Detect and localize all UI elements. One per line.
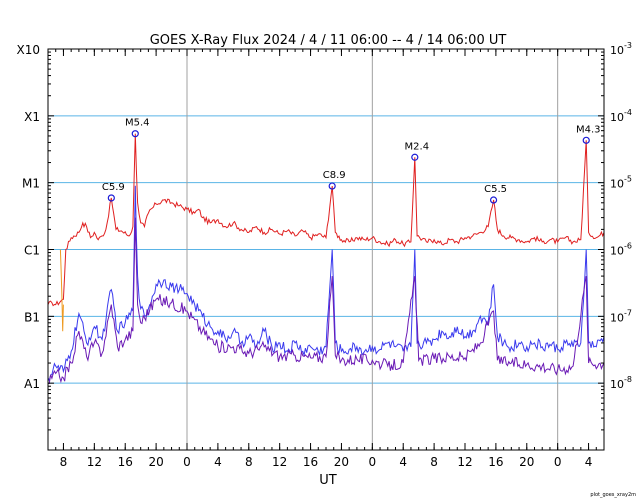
y-tick-label-base: 10	[610, 245, 624, 258]
y-tick-label-exponent: -6	[624, 242, 632, 251]
x-tick-label: 12	[457, 455, 472, 469]
y-tick-label-exponent: -5	[624, 175, 632, 184]
footer-label: plot_goes_xray2m	[590, 492, 636, 498]
y-tick-label-exponent: -4	[624, 108, 632, 117]
y-tick-label-left: C1	[24, 244, 40, 258]
flare-label: M5.4	[125, 118, 150, 129]
flux-series-line-0	[47, 133, 605, 307]
flare-peak-marker	[107, 194, 115, 202]
y-tick-label-right: 10-8	[610, 375, 632, 391]
x-tick-label: 8	[430, 455, 438, 469]
x-tick-label: 12	[272, 455, 287, 469]
flux-series-line-2	[47, 217, 605, 385]
chart-title: GOES X-Ray Flux 2024 / 4 / 11 06:00 -- 4…	[150, 33, 507, 48]
x-tick-label: 16	[303, 455, 318, 469]
flare-peak-marker	[489, 196, 498, 204]
flux-series	[47, 133, 605, 385]
y-tick-label-left: X1	[24, 110, 40, 124]
y-tick-label-left: B1	[24, 310, 40, 324]
flare-label: C5.5	[484, 184, 507, 195]
x-tick-label: 4	[399, 455, 407, 469]
flare-peak-marker	[582, 136, 590, 144]
x-tick-label: 0	[369, 455, 377, 469]
flare-label: C5.9	[102, 182, 125, 193]
x-tick-label: 20	[334, 455, 349, 469]
flare-markers: C5.9 M5.4 C8.9 M2.4 C5.5 M4.3	[102, 118, 601, 204]
flare-label: C8.9	[323, 170, 346, 181]
y-tick-label-left: A1	[24, 377, 40, 391]
x-tick-label: 20	[519, 455, 534, 469]
flux-series-line-1	[47, 185, 605, 383]
y-tick-label-left: X10	[17, 43, 41, 57]
y-tick-label-exponent: -8	[624, 375, 632, 384]
x-tick-label: 12	[87, 455, 102, 469]
y-tick-label-right: 10-6	[610, 242, 632, 258]
gridlines	[48, 49, 604, 450]
x-tick-label: 4	[214, 455, 222, 469]
y-tick-label-base: 10	[610, 378, 624, 391]
y-tick-label-exponent: -3	[624, 41, 632, 50]
flux-series-line-3	[59, 249, 64, 332]
y-tick-label-base: 10	[610, 311, 624, 324]
y-tick-label-exponent: -7	[624, 308, 632, 317]
flare-peak-marker	[411, 153, 419, 161]
x-tick-label: 16	[488, 455, 503, 469]
x-tick-label: 0	[183, 455, 191, 469]
y-tick-label-right: 10-3	[610, 41, 632, 57]
x-axis-label: UT	[319, 473, 337, 488]
flare-label: M4.3	[576, 124, 601, 135]
y-tick-label-right: 10-5	[610, 175, 632, 191]
y-tick-label-base: 10	[610, 111, 624, 124]
x-tick-label: 8	[245, 455, 253, 469]
y-tick-label-base: 10	[610, 178, 624, 191]
y-tick-label-right: 10-7	[610, 308, 632, 324]
y-tick-label-right: 10-4	[610, 108, 632, 124]
x-tick-label: 8	[60, 455, 68, 469]
flare-peak-marker	[328, 182, 336, 190]
flare-label: M2.4	[405, 141, 430, 152]
flare-peak-marker	[131, 130, 139, 138]
y-tick-label-base: 10	[610, 44, 624, 57]
x-tick-label: 16	[118, 455, 133, 469]
y-tick-label-left: M1	[22, 177, 40, 191]
x-tick-label: 20	[148, 455, 163, 469]
x-tick-label: 0	[554, 455, 562, 469]
x-tick-label: 4	[585, 455, 593, 469]
